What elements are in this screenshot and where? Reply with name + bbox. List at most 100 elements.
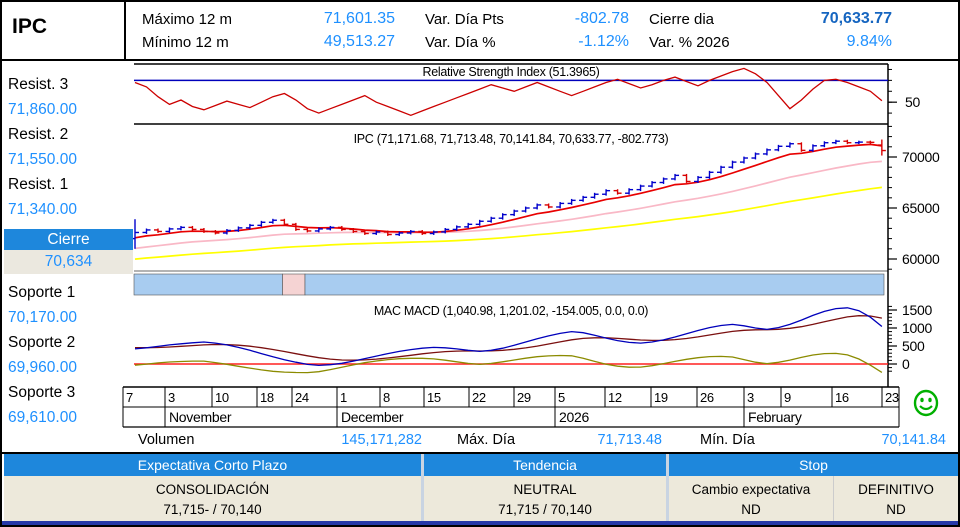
macd-ytick-label: 0 (902, 356, 910, 372)
resist-2-label: Resist. 2 (8, 126, 69, 143)
tendencia-range: 71,715 / 70,140 (498, 502, 592, 517)
expectativa-range: 71,715- / 70,140 (163, 502, 262, 517)
var-pts-value: -802.78 (574, 10, 629, 27)
xaxis-month-label: 2026 (559, 409, 589, 425)
stop-definitivo-cell: DEFINITIVO ND (834, 476, 958, 521)
summary-table-top-border (2, 452, 958, 454)
resist-1-value: 71,340.00 (8, 201, 77, 218)
soporte-1-value: 70,170.00 (8, 309, 77, 326)
xaxis-month-label: December (341, 409, 404, 425)
soporte-3-label: Soporte 3 (8, 384, 76, 401)
expectativa-value: CONSOLIDACIÓN (155, 482, 270, 497)
maximo-label: Máximo 12 m (142, 11, 233, 28)
xaxis-day-label: 12 (608, 390, 622, 405)
chart-series (134, 307, 883, 367)
min-dia-label: Mín. Día (700, 432, 755, 448)
macd-title: MAC MACD (1,040.98, 1,201.02, -154.005, … (374, 304, 648, 318)
macd-ytick-label: 1000 (902, 320, 932, 336)
soporte-3-value: 69,610.00 (8, 409, 77, 426)
stop-cambio-cell: Cambio expectativa ND (669, 476, 833, 521)
soporte-2-label: Soporte 2 (8, 334, 76, 351)
var-pct-label: Var. Día % (425, 34, 496, 51)
expectativa-cell: CONSOLIDACIÓN 71,715- / 70,140 (4, 476, 421, 521)
table-sub-divider (833, 476, 834, 521)
table-col-divider-2 (666, 454, 669, 521)
var-ytd-value: 9.84% (846, 33, 892, 50)
table-col-divider-1 (421, 454, 424, 521)
resist-3-label: Resist. 3 (8, 76, 69, 93)
expectation-band-segment (282, 273, 306, 296)
cierre-cell-header[interactable]: Cierre (4, 229, 133, 250)
var-pts-label: Var. Día Pts (425, 11, 504, 28)
price-title: IPC (71,171.68, 71,713.48, 70,141.84, 70… (354, 132, 669, 146)
xaxis-day-label: 22 (472, 390, 486, 405)
xaxis-day-label: 16 (835, 390, 849, 405)
volume-label: Volumen (138, 432, 195, 448)
rsi-title: Relative Strength Index (51.3965) (422, 65, 599, 79)
volume-value: 145,171,282 (341, 432, 422, 448)
stop-definitivo-label: DEFINITIVO (858, 482, 934, 497)
chart-series (135, 315, 883, 361)
xaxis-day-label: 9 (784, 390, 791, 405)
xaxis-month-label: November (169, 409, 232, 425)
price-ytick-label: 60000 (902, 251, 940, 267)
xaxis-day-label: 26 (700, 390, 714, 405)
xaxis-day-label: 24 (295, 390, 309, 405)
tendencia-cell: NEUTRAL 71,715 / 70,140 (424, 476, 666, 521)
xaxis-day-label: 15 (427, 390, 441, 405)
resist-3-value: 71,860.00 (8, 101, 77, 118)
xaxis-day-label: 8 (383, 390, 390, 405)
soporte-2-value: 69,960.00 (8, 359, 77, 376)
chart-series (134, 160, 882, 250)
macd-ytick-label: 500 (902, 338, 925, 354)
max-dia-value: 71,713.48 (597, 432, 662, 448)
max-dia-label: Máx. Día (457, 432, 516, 448)
minimo-label: Mínimo 12 m (142, 34, 229, 51)
xaxis-day-label: 1 (340, 390, 347, 405)
xaxis-day-label: 19 (654, 390, 668, 405)
min-dia-value: 70,141.84 (881, 432, 946, 448)
minimo-value: 49,513.27 (323, 33, 395, 50)
resist-2-value: 71,550.00 (8, 151, 77, 168)
cierre-cell-value: 70,634 (4, 250, 133, 274)
xaxis-day-label: 10 (215, 390, 229, 405)
tendencia-header: Tendencia (424, 454, 666, 476)
tendencia-value: NEUTRAL (513, 482, 577, 497)
xaxis-day-label: 29 (517, 390, 531, 405)
smiley-icon (913, 389, 939, 417)
stop-cambio-value: ND (741, 502, 761, 517)
var-ytd-label: Var. % 2026 (649, 34, 730, 51)
xaxis-day-label: 7 (126, 390, 133, 405)
instrument-symbol: IPC (12, 15, 48, 38)
macd-ytick-label: 1500 (902, 302, 932, 318)
xaxis-day-label: 3 (747, 390, 754, 405)
xaxis-day-label: 18 (260, 390, 274, 405)
xaxis-day-label: 5 (558, 390, 565, 405)
cierre-dia-value: 70,633.77 (820, 10, 892, 27)
xaxis-month-label: February (748, 409, 802, 425)
stop-cambio-label: Cambio expectativa (691, 482, 811, 497)
cierre-dia-label: Cierre dia (649, 11, 715, 28)
maximo-value: 71,601.35 (323, 10, 395, 27)
expectation-band-segment (304, 273, 885, 296)
price-ytick-label: 70000 (902, 149, 940, 165)
bottom-bar (2, 521, 958, 525)
xaxis-day-label: 23 (885, 390, 899, 405)
chart-series (134, 186, 883, 260)
expectativa-header: Expectativa Corto Plazo (4, 454, 421, 476)
xaxis-day-label: 3 (168, 390, 175, 405)
price-ytick-label: 65000 (902, 200, 940, 216)
resist-1-label: Resist. 1 (8, 176, 69, 193)
stop-definitivo-value: ND (886, 502, 906, 517)
chart-series (134, 143, 883, 239)
stop-header: Stop (669, 454, 958, 476)
header-divider (124, 2, 126, 59)
expectation-band-segment (133, 273, 283, 296)
chart-series (134, 352, 883, 374)
rsi-ytick-label: 50 (905, 94, 920, 110)
var-pct-value: -1.12% (578, 33, 629, 50)
header-bottom-border (2, 59, 958, 61)
chart-series (134, 67, 883, 116)
